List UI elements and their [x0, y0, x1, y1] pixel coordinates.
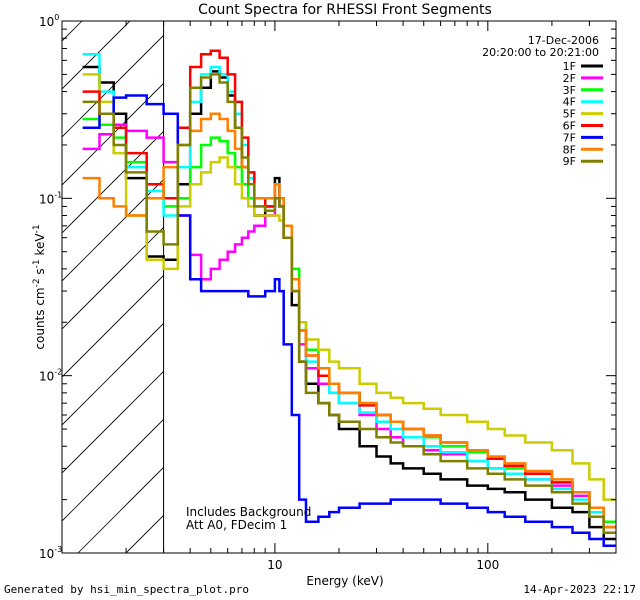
legend-label-6F: 6F: [563, 120, 576, 133]
legend-label-7F: 7F: [563, 131, 576, 144]
y-tick-label: 100: [39, 13, 59, 29]
hatch-line: [62, 34, 164, 138]
y-tick-label: 10-3: [39, 545, 62, 561]
series-6F: [82, 49, 616, 529]
hatch-line: [0, 21, 34, 553]
chart-title: Count Spectra for RHESSI Front Segments: [198, 2, 492, 18]
y-tick-exponent: -3: [54, 545, 62, 554]
date-label: 17-Dec-2006: [528, 34, 599, 47]
series-9F: [82, 73, 616, 535]
y-tick-exponent: -2: [54, 368, 62, 377]
y-tick-label: 10-2: [39, 368, 62, 384]
hatch-line: [62, 82, 164, 186]
y-tick-label: 10-1: [39, 190, 62, 206]
y-tick-exponent: -1: [54, 190, 62, 199]
annotation-background: Includes Background: [186, 505, 311, 519]
x-axis-label: Energy (keV): [306, 574, 383, 588]
legend-label-5F: 5F: [563, 108, 576, 121]
legend-label-9F: 9F: [563, 155, 576, 168]
annotation-attenuator: Att A0, FDecim 1: [186, 518, 287, 532]
footer-generated-by: Generated by hsi_min_spectra_plot.pro: [4, 583, 250, 596]
x-tick-label: 10: [267, 558, 282, 572]
x-tick-label: 100: [476, 558, 499, 572]
series-8F: [82, 112, 616, 529]
footer-timestamp: 14-Apr-2023 22:17: [523, 583, 636, 596]
series-4F: [82, 52, 616, 529]
hatch-line: [62, 274, 164, 378]
y-axis-label: counts cm-2 s-1 keV-1: [32, 224, 47, 349]
y-tick-exponent: 0: [54, 13, 59, 22]
hatch-line: [62, 370, 164, 474]
hatch-line: [62, 418, 164, 522]
series-layer: [82, 49, 616, 547]
legend-label-8F: 8F: [563, 143, 576, 156]
legend-label-1F: 1F: [563, 60, 576, 73]
legend-label-3F: 3F: [563, 84, 576, 97]
time-range-label: 20:20:00 to 20:21:00: [482, 46, 599, 59]
legend-label-4F: 4F: [563, 96, 576, 109]
hatch-line: [62, 226, 164, 330]
legend-label-2F: 2F: [563, 72, 576, 85]
